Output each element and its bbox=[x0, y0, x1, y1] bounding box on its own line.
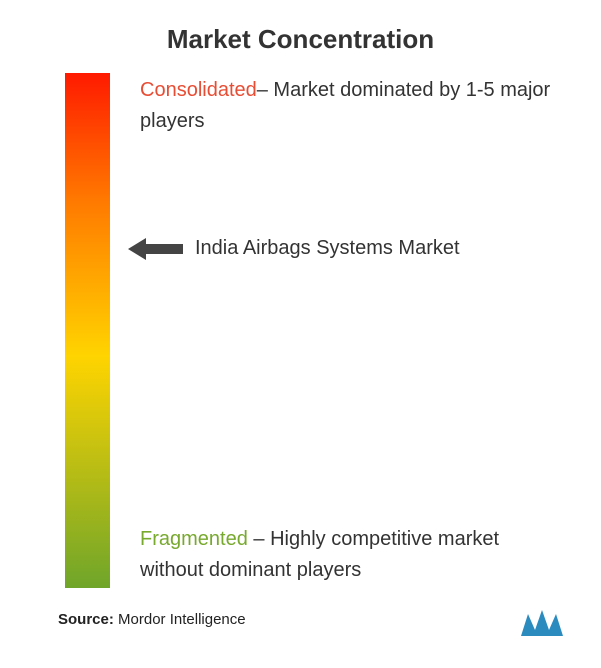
source-value: Mordor Intelligence bbox=[118, 611, 246, 628]
fragmented-label: Fragmented – Highly competitive market w… bbox=[140, 524, 560, 586]
chart-area: Consolidated– Market dominated by 1-5 ma… bbox=[0, 73, 601, 593]
market-marker: India Airbags Systems Market bbox=[128, 237, 460, 260]
source-label: Source: bbox=[58, 611, 114, 628]
arrow-left-icon bbox=[128, 238, 183, 260]
concentration-gradient-bar bbox=[65, 73, 110, 588]
source-line: Source: Mordor Intelligence bbox=[58, 611, 246, 628]
mordor-logo-icon bbox=[521, 608, 563, 636]
consolidated-label: Consolidated– Market dominated by 1-5 ma… bbox=[140, 75, 560, 137]
fragmented-keyword: Fragmented bbox=[140, 528, 248, 550]
chart-title: Market Concentration bbox=[0, 0, 601, 73]
market-marker-label: India Airbags Systems Market bbox=[195, 237, 460, 260]
consolidated-keyword: Consolidated bbox=[140, 79, 257, 101]
